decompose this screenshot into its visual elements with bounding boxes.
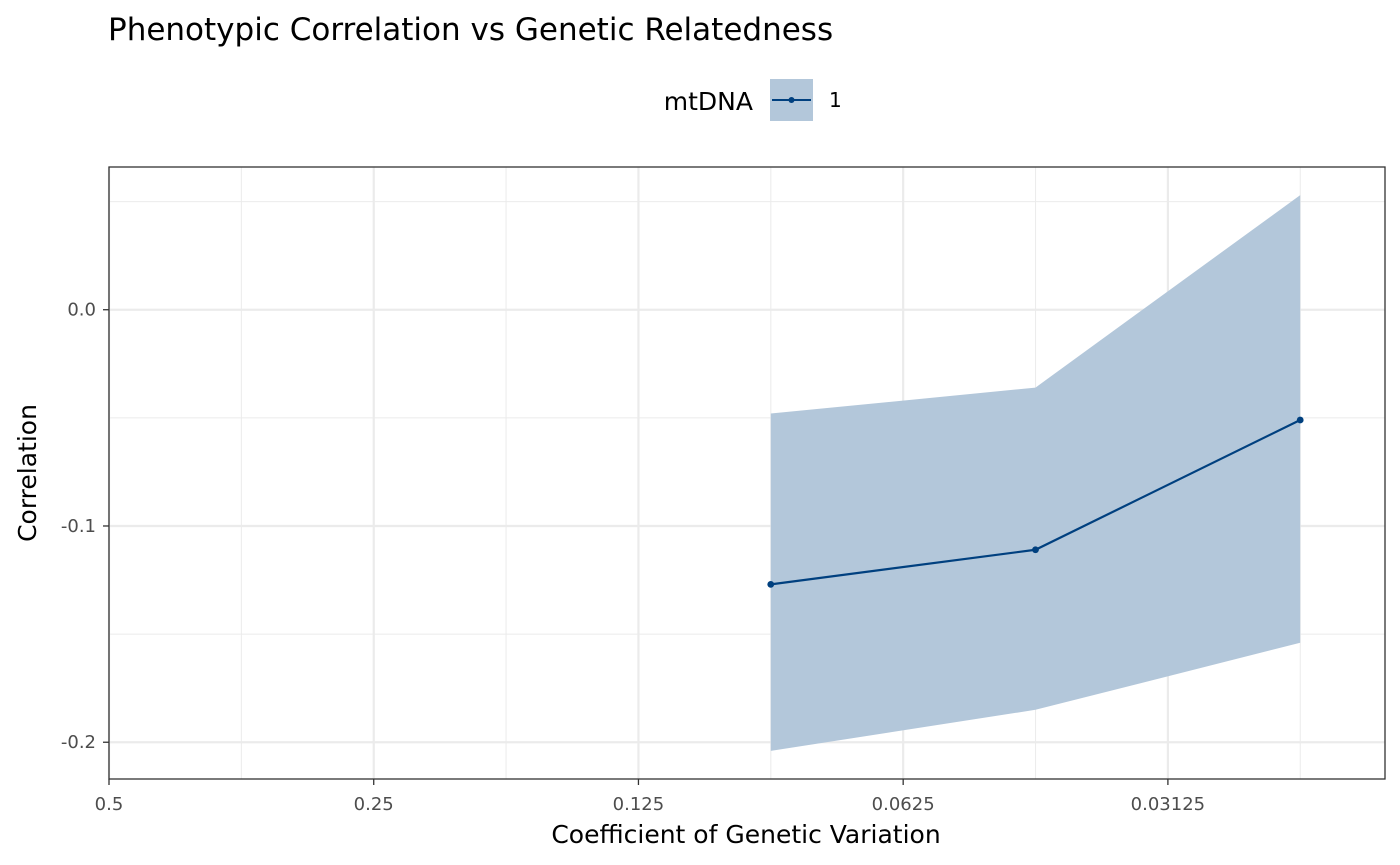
panel-border [108, 166, 1386, 780]
x-tick-label: 0.125 [613, 794, 665, 815]
legend-title: mtDNA [664, 87, 753, 116]
legend: mtDNA 1 [664, 79, 842, 121]
y-axis-title: Correlation [13, 404, 42, 542]
data-point [1296, 416, 1304, 424]
legend-key-point [788, 97, 795, 103]
x-tick-label: 0.03125 [1131, 794, 1205, 815]
x-axis: 0.5 0.25 0.125 0.0625 0.03125 [95, 779, 1205, 815]
data-point [767, 580, 775, 588]
x-tick-label: 0.25 [354, 794, 394, 815]
y-tick-label: -0.1 [61, 516, 96, 537]
plot-area [107, 166, 1386, 780]
y-axis: 0.0 -0.1 -0.2 [61, 300, 109, 753]
confidence-ribbon [770, 195, 1301, 751]
x-tick-label: 0.0625 [872, 794, 935, 815]
data-point [1032, 546, 1039, 554]
x-axis-title: Coefficient of Genetic Variation [551, 820, 940, 849]
y-tick-label: 0.0 [67, 300, 96, 321]
chart-title: Phenotypic Correlation vs Genetic Relate… [108, 12, 833, 48]
y-tick-label: -0.2 [61, 732, 96, 753]
legend-label: 1 [829, 88, 842, 112]
x-tick-label: 0.5 [95, 794, 124, 815]
series-layer [767, 195, 1304, 751]
